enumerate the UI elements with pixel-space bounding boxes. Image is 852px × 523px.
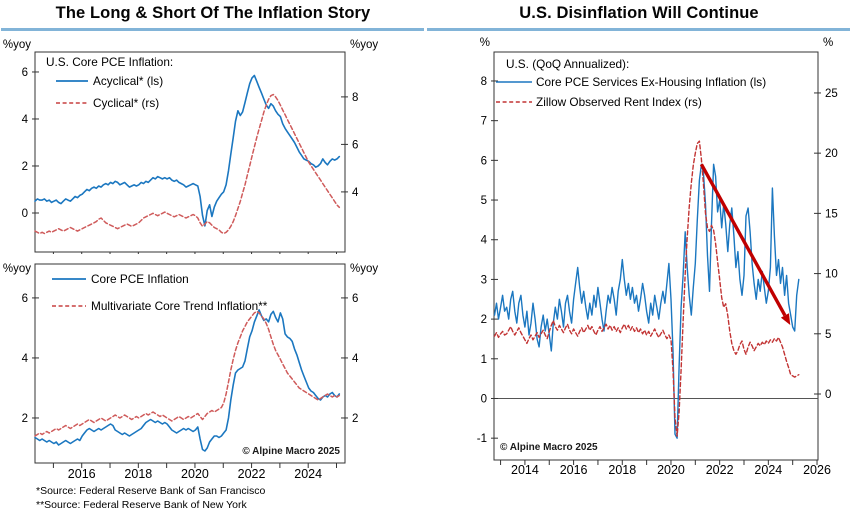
plot-area [34,51,346,253]
y-tick-label: -1 [477,433,487,445]
x-tick-label: 2014 [511,463,539,477]
legend-label-core-pce-inflation: Core PCE Inflation [91,272,189,286]
series-line-core-pce-services-ex-housing-inflation-ls [493,163,800,439]
footnote-new-york: **Source: Federal Reserve Bank of New Yo… [36,499,247,511]
y-tick-label: 2 [352,413,358,425]
legend-heading: U.S. Core PCE Inflation: [46,55,173,69]
y-tick-label: 4 [22,114,29,126]
x-axis: 2014 2016 2018 2020 2022 2024 2026 [500,460,831,477]
legend: U.S. (QoQ Annualized): Core PCE Services … [496,57,766,109]
y-tick-label: 0 [481,393,487,405]
y-tick-label: 4 [22,353,29,365]
y-tick-label: 5 [825,329,831,341]
axis-unit-left: %yoy [3,39,31,51]
footnote-san-francisco: *Source: Federal Reserve Bank of San Fra… [36,485,266,497]
y-axis-right: 2 4 6 %yoy [341,263,378,425]
y-axis-left: 0 2 4 6 %yoy [3,39,39,220]
legend-label-multivariate-core-trend-inflation: Multivariate Core Trend Inflation** [91,299,268,313]
plot-area [34,263,346,464]
x-tick-label: 2022 [238,467,266,481]
copyright-label: © Alpine Macro 2025 [500,442,598,453]
plot-area [493,51,819,461]
x-axis [52,252,338,254]
y-tick-label: 3 [481,274,487,286]
y-tick-label: 15 [825,208,838,220]
x-tick-label: 2020 [181,467,209,481]
y-tick-label: 2 [481,314,487,326]
axis-unit-left: %yoy [3,263,31,275]
legend-heading: U.S. (QoQ Annualized): [506,57,629,71]
axis-unit-left: % [480,37,490,49]
x-tick-label: 2016 [68,467,96,481]
y-tick-label: 0 [22,208,28,220]
series-line-acyclical-ls [34,74,341,227]
y-tick-label: 25 [825,88,838,100]
y-axis-right: 0 5 10 15 20 25% [814,37,838,401]
chart-us-disinflation: 2014 2016 2018 2020 2022 2024 2026 -1 0 1 2 3 4 5 6 7 8%… [477,37,838,477]
legend-label-acyclical-ls: Acyclical* (ls) [93,74,163,88]
y-tick-label: 4 [481,235,488,247]
legend: Core PCE Inflation Multivariate Core Tren… [52,272,268,313]
y-tick-label: 8 [481,76,487,88]
y-tick-label: 20 [825,148,838,160]
legend-label-cyclical-rs: Cyclical* (rs) [93,96,159,110]
legend-label-core-pce-services-ex-housing-inflation-ls: Core PCE Services Ex-Housing Inflation (… [536,75,766,89]
series-line-core-pce-inflation [34,309,341,452]
y-tick-label: 6 [22,293,28,305]
axis-unit-right: % [823,37,833,49]
chart-core-pce-acyclical-cyclical: 0 2 4 6 %yoy 4 6 8 %yoy U.S. Core PCE Inflation: A… [3,39,378,254]
y-axis-right: 4 6 8 %yoy [341,39,378,199]
series-line-multivariate-core-trend-inflation [34,310,341,437]
x-tick-label: 2018 [608,463,636,477]
series-line-zillow-observed-rent-index-rs [493,140,800,437]
right-panel: U.S. Disinflation Will Continue 2014 2016… [426,0,852,523]
x-tick-label: 2024 [754,463,782,477]
footnotes: *Source: Federal Reserve Bank of San Fra… [36,484,265,512]
y-tick-label: 6 [22,67,28,79]
x-axis: 2016 2018 2020 2022 2024 [52,463,338,481]
left-panel-title: The Long & Short Of The Inflation Story [55,4,371,22]
left-title-underline [1,28,424,31]
chart-core-pce-vs-multivariate: 2016 2018 2020 2022 2024 2 4 6 %yoy 2 4 6 %yoy Core P… [3,263,378,481]
y-tick-label: 10 [825,269,838,281]
copyright-label: © Alpine Macro 2025 [242,446,340,457]
y-tick-label: 6 [481,155,487,167]
x-tick-label: 2016 [560,463,588,477]
x-tick-label: 2026 [803,463,831,477]
y-tick-label: 2 [22,413,28,425]
legend: U.S. Core PCE Inflation: Acyclical* (ls) C… [46,55,173,110]
y-tick-label: 0 [825,389,831,401]
y-axis-left: 2 4 6 %yoy [3,263,39,425]
y-tick-label: 8 [352,92,358,104]
downtrend-arrow [699,163,791,326]
y-tick-label: 2 [22,161,28,173]
right-title-underline [427,28,850,31]
y-tick-label: 6 [352,293,358,305]
y-tick-label: 4 [352,353,359,365]
axis-unit-right: %yoy [350,263,378,275]
y-tick-label: 6 [352,139,358,151]
legend-label-zillow-observed-rent-index-rs: Zillow Observed Rent Index (rs) [536,95,702,109]
right-panel-title: U.S. Disinflation Will Continue [519,4,759,22]
y-axis-left: -1 0 1 2 3 4 5 6 7 8% [477,37,498,445]
x-tick-label: 2018 [124,467,152,481]
x-tick-label: 2024 [294,467,322,481]
y-tick-label: 5 [481,195,487,207]
y-tick-label: 7 [481,116,487,128]
y-tick-label: 4 [352,187,359,199]
x-tick-label: 2020 [657,463,685,477]
y-tick-label: 1 [481,354,487,366]
axis-unit-right: %yoy [350,39,378,51]
left-panel: The Long & Short Of The Inflation Story … [1,4,424,512]
x-tick-label: 2022 [706,463,734,477]
series-line-cyclical-rs [34,93,341,235]
